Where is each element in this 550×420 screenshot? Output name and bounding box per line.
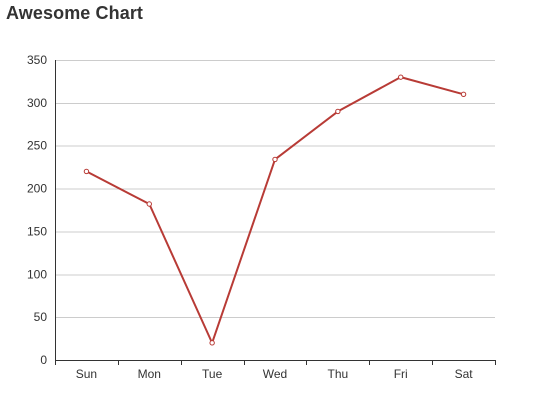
y-tick-label: 200 (27, 182, 47, 196)
data-point (398, 74, 404, 80)
y-tick-label: 0 (40, 353, 47, 367)
y-axis: 0 50 100 150 200 250 300 350 (27, 53, 56, 367)
y-tick-label: 300 (27, 96, 47, 110)
y-tick-label: 100 (27, 267, 47, 281)
data-point (460, 91, 467, 97)
data-point (335, 108, 341, 115)
data-point (146, 201, 152, 207)
chart-title: Awesome Chart (6, 3, 144, 23)
x-tick-label: Wed (263, 367, 287, 381)
x-tick-label: Mon (138, 367, 161, 381)
series-line (85, 76, 465, 344)
x-tick-label: Tue (202, 367, 223, 381)
x-axis: Sun Mon Tue Wed Thu Fri Sat (55, 360, 496, 381)
series-line-group (83, 74, 467, 346)
x-tick-label: Fri (394, 367, 408, 381)
x-tick-label: Sat (455, 367, 474, 381)
y-tick-label: 350 (27, 53, 47, 67)
y-gridlines (55, 60, 495, 319)
data-point (209, 340, 215, 346)
y-tick-label: 150 (27, 224, 47, 238)
x-tick-label: Thu (328, 367, 349, 381)
data-point (83, 168, 90, 175)
data-point (272, 156, 278, 163)
y-tick-label: 50 (34, 310, 48, 324)
x-tick-label: Sun (76, 367, 97, 381)
y-tick-label: 250 (27, 139, 47, 153)
